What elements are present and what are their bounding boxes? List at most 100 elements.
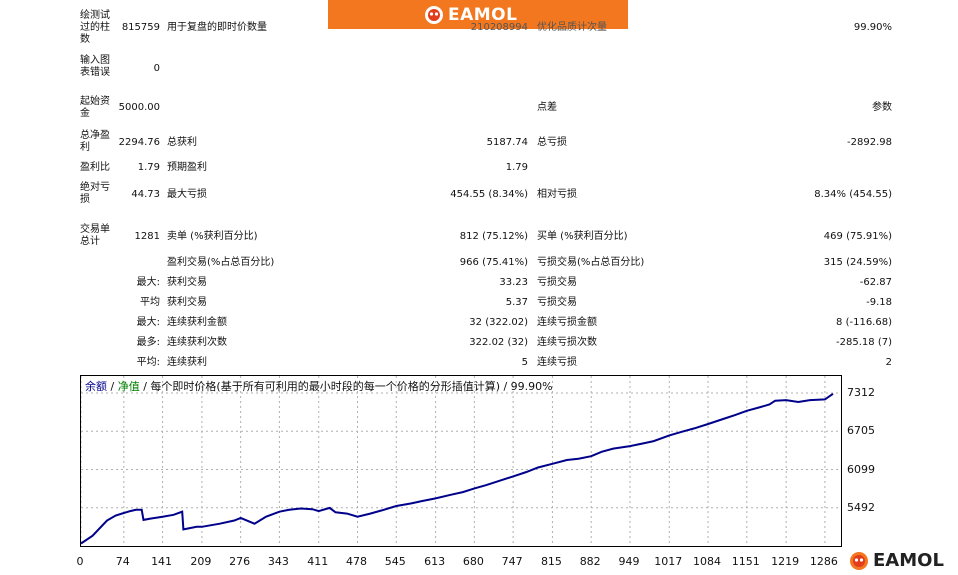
x-tick-label: 74 xyxy=(115,555,130,568)
average-loss-value: -9.18 xyxy=(866,297,892,308)
bars-tested-value: 815759 xyxy=(121,22,160,33)
y-tick-label: 6705 xyxy=(847,424,875,438)
loss-trades-label: 亏损交易(%占总百分比) xyxy=(537,257,645,268)
average-loss-label: 亏损交易 xyxy=(537,297,577,308)
legend-balance: 余额 xyxy=(85,380,107,393)
profit-factor-value: 1.79 xyxy=(137,162,160,173)
legend-description: / 每个即时价格(基于所有可利用的最小时段的每一个价格的分形插值计算) / 99… xyxy=(139,380,553,393)
average-consecutive-prefix: 平均: xyxy=(136,357,160,368)
average-consecutive-losses-label: 连续亏损 xyxy=(537,357,577,368)
brand-name: EAMOL xyxy=(448,5,518,25)
gross-profit-value: 5187.74 xyxy=(486,137,528,148)
x-tick-label: 680 xyxy=(462,555,484,568)
eamol-logo-icon xyxy=(425,6,443,24)
eamol-logo-icon xyxy=(850,552,868,570)
largest-profit-label: 获利交易 xyxy=(167,277,207,288)
consecutive-losses-count-value: -285.18 (7) xyxy=(836,337,892,348)
x-tick-label: 411 xyxy=(307,555,329,568)
x-tick-label: 209 xyxy=(190,555,212,568)
long-positions-label: 买单 (%获利百分比) xyxy=(537,231,628,242)
average-prefix: 平均 xyxy=(140,297,160,308)
quality-value: 99.90% xyxy=(853,22,892,33)
total-trades-value: 1281 xyxy=(134,231,160,242)
profit-trades-label: 盈利交易(%占总百分比) xyxy=(167,257,275,268)
profit-trades-value: 966 (75.41%) xyxy=(459,257,528,268)
ticks-value: 210208994 xyxy=(470,22,528,33)
consecutive-wins-count-value: 322.02 (32) xyxy=(469,337,528,348)
average-consecutive-wins-value: 5 xyxy=(521,357,528,368)
short-positions-label: 卖单 (%获利百分比) xyxy=(167,231,258,242)
balance-series-line xyxy=(81,392,834,545)
net-profit-label: 总净盈利 xyxy=(80,130,110,153)
x-tick-label: 882 xyxy=(579,555,601,568)
expected-payoff-label: 预期盈利 xyxy=(167,162,207,173)
largest-loss-label: 亏损交易 xyxy=(537,277,577,288)
average-profit-label: 获利交易 xyxy=(167,297,207,308)
corner-brand-logo: EAMOL xyxy=(845,547,958,575)
gross-profit-label: 总获利 xyxy=(167,137,197,148)
consecutive-losses-count-label: 连续亏损次数 xyxy=(537,337,597,348)
initial-deposit-label: 起始资金 xyxy=(80,96,110,119)
chart-errors-label: 输入图表错误 xyxy=(80,55,110,78)
gross-loss-value: -2892.98 xyxy=(847,137,892,148)
consecutive-wins-count-label: 连续获利次数 xyxy=(167,337,227,348)
bars-tested-label: 绘测试过的柱数 xyxy=(80,10,110,45)
x-tick-label: 1017 xyxy=(654,555,683,568)
long-positions-value: 469 (75.91%) xyxy=(823,231,892,242)
balance-chart: 余额 / 净值 / 每个即时价格(基于所有可利用的最小时段的每一个价格的分形插值… xyxy=(80,375,842,547)
absolute-drawdown-label: 绝对亏损 xyxy=(80,182,110,205)
x-tick-label: 1219 xyxy=(771,555,800,568)
average-profit-value: 5.37 xyxy=(505,297,528,308)
x-tick-label: 747 xyxy=(501,555,523,568)
largest-prefix: 最大: xyxy=(136,277,160,288)
initial-deposit-value: 5000.00 xyxy=(118,102,160,113)
parameters-label: 参数 xyxy=(872,102,892,113)
consecutive-wins-money-label: 连续获利金额 xyxy=(167,317,227,328)
x-tick-label: 1084 xyxy=(693,555,722,568)
maximal-prefix: 最多: xyxy=(136,337,160,348)
legend-equity: 净值 xyxy=(117,380,140,393)
largest-profit-value: 33.23 xyxy=(499,277,528,288)
average-consecutive-wins-label: 连续获利 xyxy=(167,357,207,368)
ticks-label: 用于复盘的即时价数量 xyxy=(167,22,267,33)
x-tick-label: 0 xyxy=(76,555,84,568)
x-tick-label: 815 xyxy=(540,555,562,568)
x-tick-label: 276 xyxy=(229,555,251,568)
legend-separator: / xyxy=(107,380,118,393)
loss-trades-value: 315 (24.59%) xyxy=(823,257,892,268)
x-tick-label: 343 xyxy=(267,555,289,568)
average-consecutive-losses-value: 2 xyxy=(885,357,892,368)
x-tick-label: 545 xyxy=(384,555,406,568)
total-trades-label: 交易单总计 xyxy=(80,224,110,247)
gross-loss-label: 总亏损 xyxy=(537,137,567,148)
absolute-drawdown-value: 44.73 xyxy=(131,189,160,200)
spread-label: 点差 xyxy=(537,102,557,113)
x-tick-label: 1151 xyxy=(731,555,760,568)
x-tick-label: 1286 xyxy=(809,555,838,568)
relative-drawdown-label: 相对亏损 xyxy=(537,189,577,200)
consecutive-wins-money-value: 32 (322.02) xyxy=(469,317,528,328)
consecutive-losses-money-label: 连续亏损金额 xyxy=(537,317,597,328)
max-drawdown-label: 最大亏损 xyxy=(167,189,207,200)
x-tick-label: 141 xyxy=(151,555,173,568)
x-tick-label: 949 xyxy=(618,555,640,568)
profit-factor-label: 盈利比 xyxy=(80,162,110,173)
relative-drawdown-value: 8.34% (454.55) xyxy=(814,189,892,200)
net-profit-value: 2294.76 xyxy=(118,137,160,148)
chart-errors-value: 0 xyxy=(153,63,160,74)
expected-payoff-value: 1.79 xyxy=(505,162,528,173)
x-tick-label: 613 xyxy=(424,555,446,568)
consecutive-losses-money-value: 8 (-116.68) xyxy=(836,317,892,328)
maximum-prefix: 最大: xyxy=(136,317,160,328)
quality-label: 优化品质计次量 xyxy=(537,22,607,33)
short-positions-value: 812 (75.12%) xyxy=(459,231,528,242)
y-tick-label: 7312 xyxy=(847,386,875,399)
corner-brand-name: EAMOL xyxy=(873,550,944,571)
y-tick-label: 6099 xyxy=(847,462,875,476)
y-tick-label: 5492 xyxy=(847,500,875,514)
max-drawdown-value: 454.55 (8.34%) xyxy=(450,189,528,200)
brand-banner: EAMOL xyxy=(328,0,628,29)
largest-loss-value: -62.87 xyxy=(859,277,892,288)
chart-legend: 余额 / 净值 / 每个即时价格(基于所有可利用的最小时段的每一个价格的分形插值… xyxy=(85,381,553,393)
x-tick-label: 478 xyxy=(346,555,367,568)
